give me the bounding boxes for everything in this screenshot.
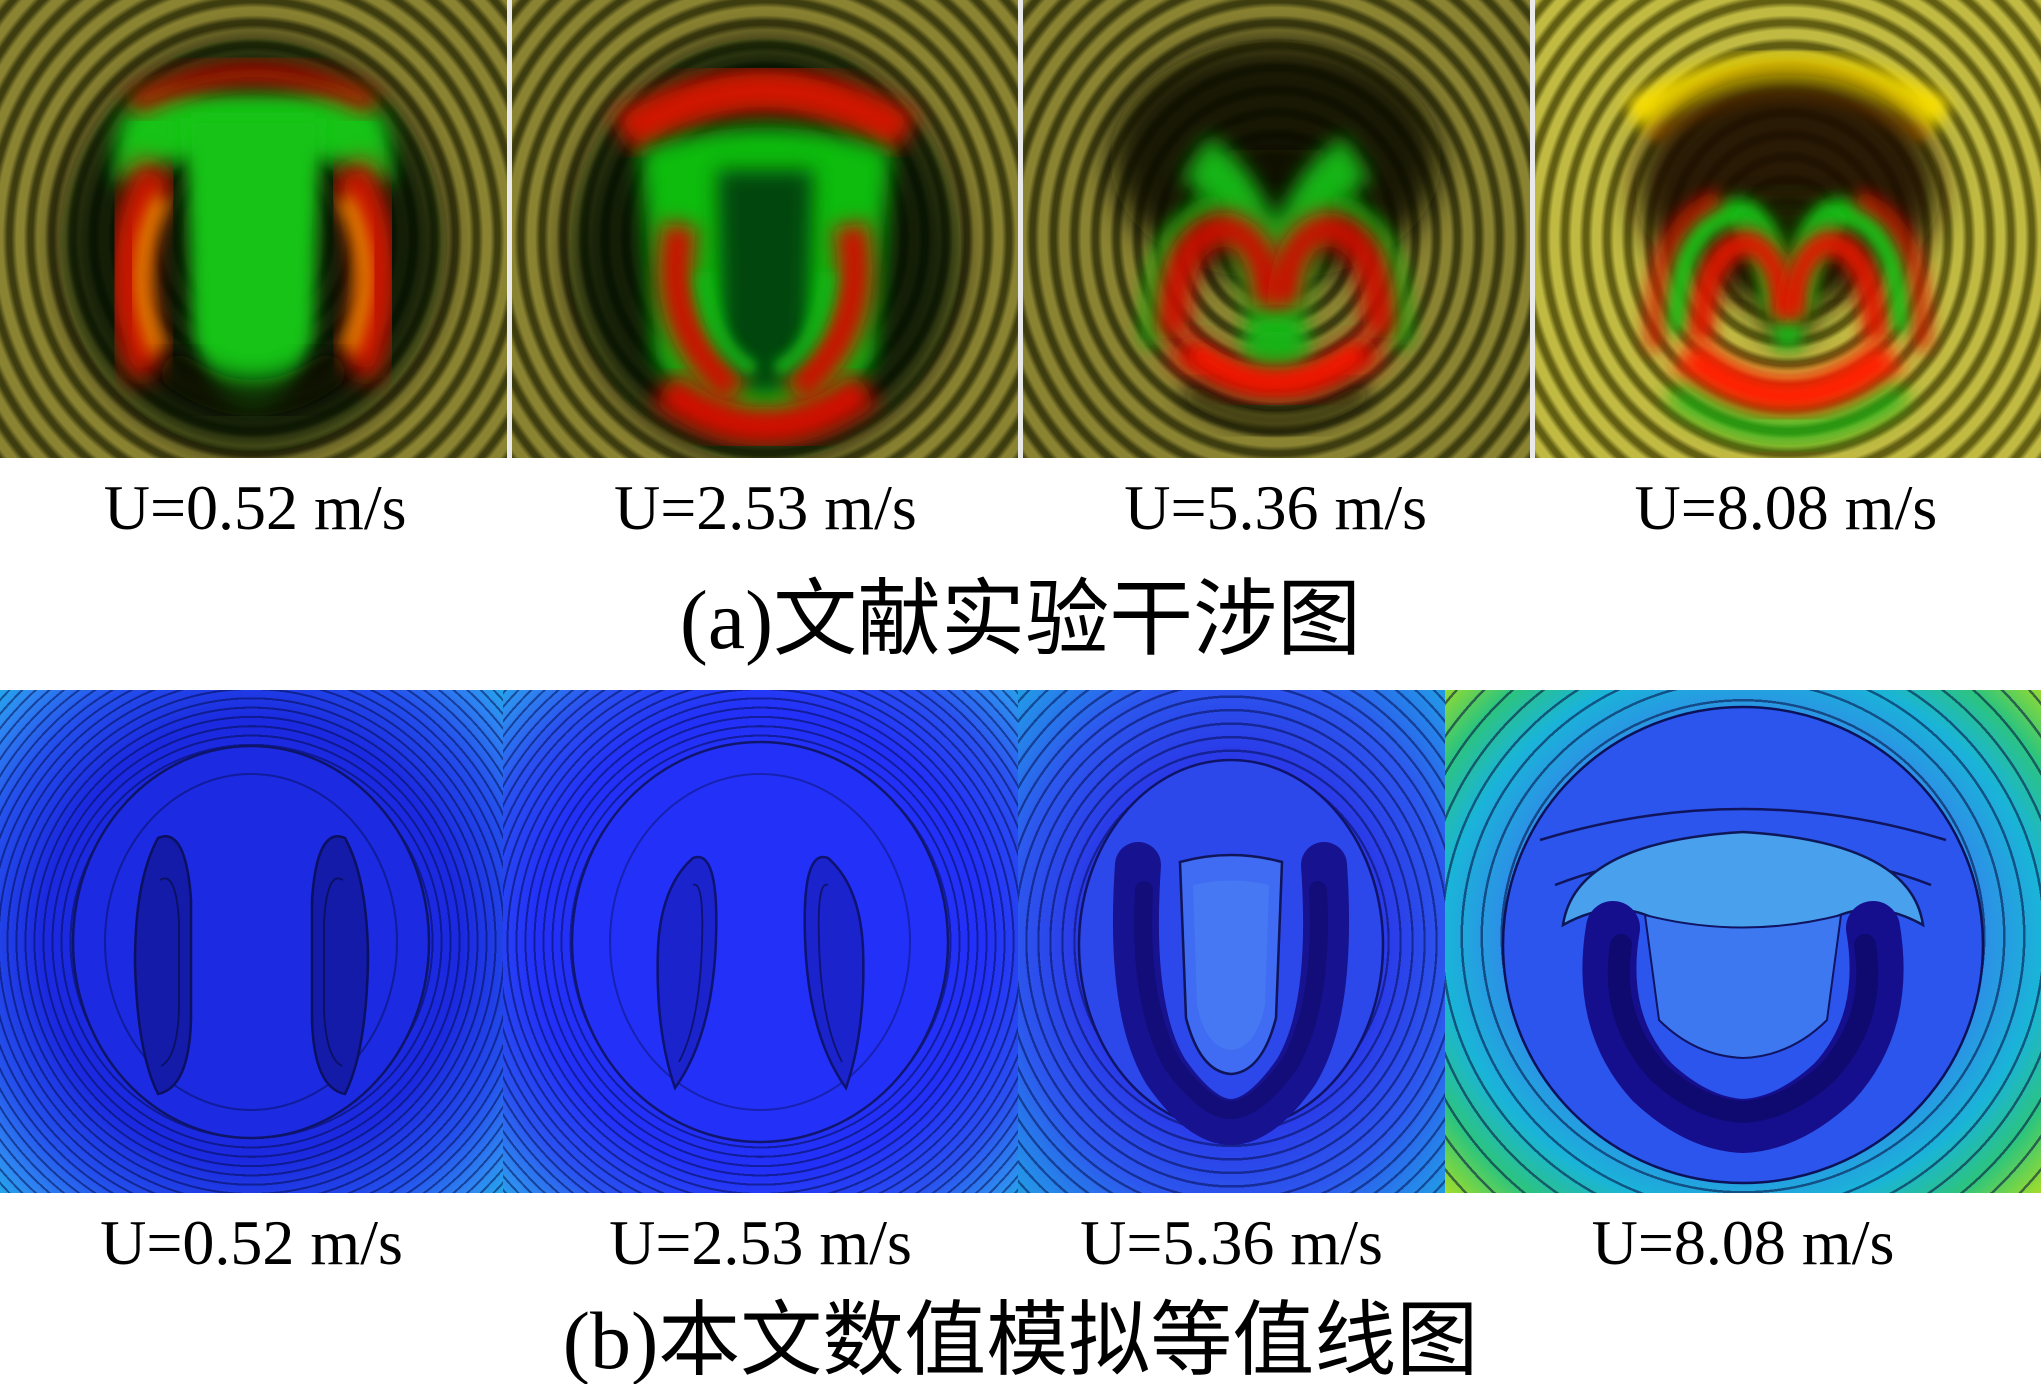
interferogram-art-4 [1625, 54, 1951, 443]
interferogram-panel-4 [1534, 0, 2041, 458]
velocity-label: U=5.36 m/s [1124, 472, 1428, 543]
contour-labels-row: U=0.52 m/s U=2.53 m/s U=5.36 m/s U=8.08 … [0, 1193, 2041, 1293]
interferogram-labels-row: U=0.52 m/s U=2.53 m/s U=5.36 m/s U=8.08 … [0, 458, 2041, 558]
velocity-label: U=0.52 m/s [103, 472, 407, 543]
contour-panel-3 [1018, 690, 1445, 1193]
interferogram-panel-1 [0, 0, 507, 458]
interferogram-art-3 [1110, 40, 1442, 431]
velocity-label: U=5.36 m/s [1080, 1207, 1383, 1278]
contour-art-3 [1077, 758, 1385, 1146]
contour-art-2 [570, 740, 950, 1144]
velocity-label-cell: U=5.36 m/s [1018, 1206, 1445, 1280]
interferogram-row [0, 0, 2041, 458]
contour-panel-1 [0, 690, 503, 1193]
interferogram-art-2 [567, 38, 961, 458]
velocity-label-cell: U=2.53 m/s [510, 471, 1020, 545]
velocity-label-cell: U=0.52 m/s [0, 471, 510, 545]
velocity-label-cell: U=0.52 m/s [0, 1206, 503, 1280]
velocity-label: U=0.52 m/s [100, 1207, 403, 1278]
contour-art-4 [1501, 705, 1985, 1185]
contour-row [0, 690, 2041, 1193]
caption-section-a: (a)文献实验干涉图 [679, 574, 1362, 667]
contour-panel-4 [1445, 690, 2041, 1193]
velocity-label: U=8.08 m/s [1634, 472, 1938, 543]
velocity-label-cell: U=8.08 m/s [1445, 1206, 2041, 1280]
velocity-label-cell: U=8.08 m/s [1531, 471, 2041, 545]
contour-art-1 [71, 744, 431, 1140]
interferogram-art-1 [60, 38, 446, 452]
velocity-label-cell: U=5.36 m/s [1021, 471, 1531, 545]
contour-panel-2 [503, 690, 1018, 1193]
velocity-label: U=2.53 m/s [613, 472, 917, 543]
velocity-label-cell: U=2.53 m/s [503, 1206, 1018, 1280]
interferogram-panel-3 [1023, 0, 1530, 458]
velocity-label: U=8.08 m/s [1591, 1207, 1895, 1278]
velocity-label: U=2.53 m/s [609, 1207, 912, 1278]
caption-section-b: (b)本文数值模拟等值线图 [562, 1295, 1479, 1384]
interferogram-panel-2 [511, 0, 1018, 458]
